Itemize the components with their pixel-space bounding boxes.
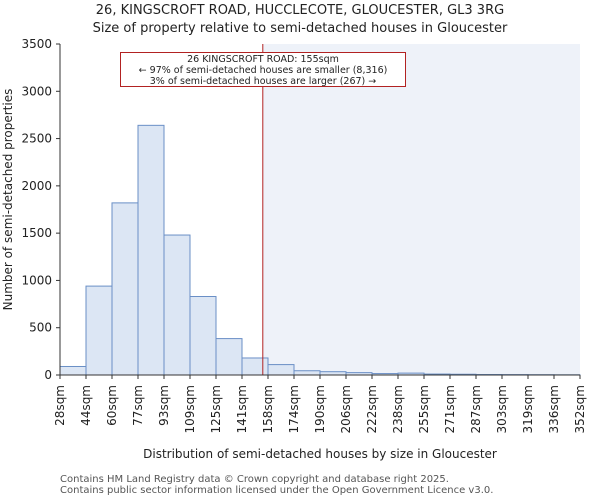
histogram-bar bbox=[241, 357, 269, 376]
y-tick-label: 1000 bbox=[21, 273, 52, 287]
y-tick-label: 3000 bbox=[21, 84, 52, 98]
histogram-bar bbox=[137, 124, 165, 376]
x-tick-label: 77sqm bbox=[131, 385, 145, 426]
y-axis-title: Number of semi-detached properties bbox=[1, 89, 15, 311]
x-tick-label: 255sqm bbox=[417, 385, 431, 433]
histogram-bar bbox=[189, 296, 217, 376]
larger-region-shading bbox=[262, 44, 580, 375]
property-annotation-box: 26 KINGSCROFT ROAD: 155sqm ← 97% of semi… bbox=[120, 52, 406, 87]
histogram-bar bbox=[163, 234, 191, 376]
x-tick-label: 303sqm bbox=[495, 385, 509, 433]
y-tick-label: 0 bbox=[44, 368, 52, 382]
annotation-line-3: 3% of semi-detached houses are larger (2… bbox=[149, 76, 377, 87]
histogram-bar bbox=[215, 338, 243, 376]
y-tick-label: 1500 bbox=[21, 226, 52, 240]
x-tick-label: 141sqm bbox=[235, 385, 249, 433]
annotation-line-1: 26 KINGSCROFT ROAD: 155sqm bbox=[187, 54, 339, 65]
y-tick-label: 500 bbox=[29, 321, 52, 335]
x-tick-label: 190sqm bbox=[313, 385, 327, 433]
x-tick-label: 28sqm bbox=[53, 385, 67, 426]
x-tick-label: 319sqm bbox=[521, 385, 535, 433]
x-tick-label: 206sqm bbox=[339, 385, 353, 433]
x-tick-label: 60sqm bbox=[105, 385, 119, 426]
x-tick-label: 174sqm bbox=[287, 385, 301, 433]
footer-copyright: Contains HM Land Registry data © Crown c… bbox=[60, 474, 449, 485]
histogram-bar bbox=[59, 365, 87, 376]
x-tick-label: 93sqm bbox=[157, 385, 171, 426]
histogram-bar bbox=[111, 202, 139, 376]
y-tick-label: 2500 bbox=[21, 132, 52, 146]
x-tick-label: 271sqm bbox=[443, 385, 457, 433]
histogram-bar bbox=[85, 285, 113, 376]
chart-title: Size of property relative to semi-detach… bbox=[92, 21, 508, 36]
x-tick-label: 222sqm bbox=[365, 385, 379, 433]
y-tick-label: 3500 bbox=[21, 37, 52, 51]
x-tick-label: 109sqm bbox=[183, 385, 197, 433]
y-tick-label: 2000 bbox=[21, 179, 52, 193]
annotation-line-2: ← 97% of semi-detached houses are smalle… bbox=[138, 65, 388, 76]
histogram-bar bbox=[267, 364, 295, 376]
x-tick-label: 287sqm bbox=[469, 385, 483, 433]
histogram-bar bbox=[293, 370, 321, 376]
x-tick-label: 158sqm bbox=[261, 385, 275, 433]
x-tick-label: 125sqm bbox=[209, 385, 223, 433]
x-tick-label: 238sqm bbox=[391, 385, 405, 433]
chart-title-address: 26, KINGSCROFT ROAD, HUCCLECOTE, GLOUCES… bbox=[95, 3, 505, 18]
footer-licence: Contains public sector information licen… bbox=[60, 485, 494, 496]
x-tick-label: 44sqm bbox=[79, 385, 93, 426]
x-axis-title: Distribution of semi-detached houses by … bbox=[143, 447, 497, 461]
x-tick-label: 352sqm bbox=[573, 385, 587, 433]
x-tick-label: 336sqm bbox=[547, 385, 561, 433]
